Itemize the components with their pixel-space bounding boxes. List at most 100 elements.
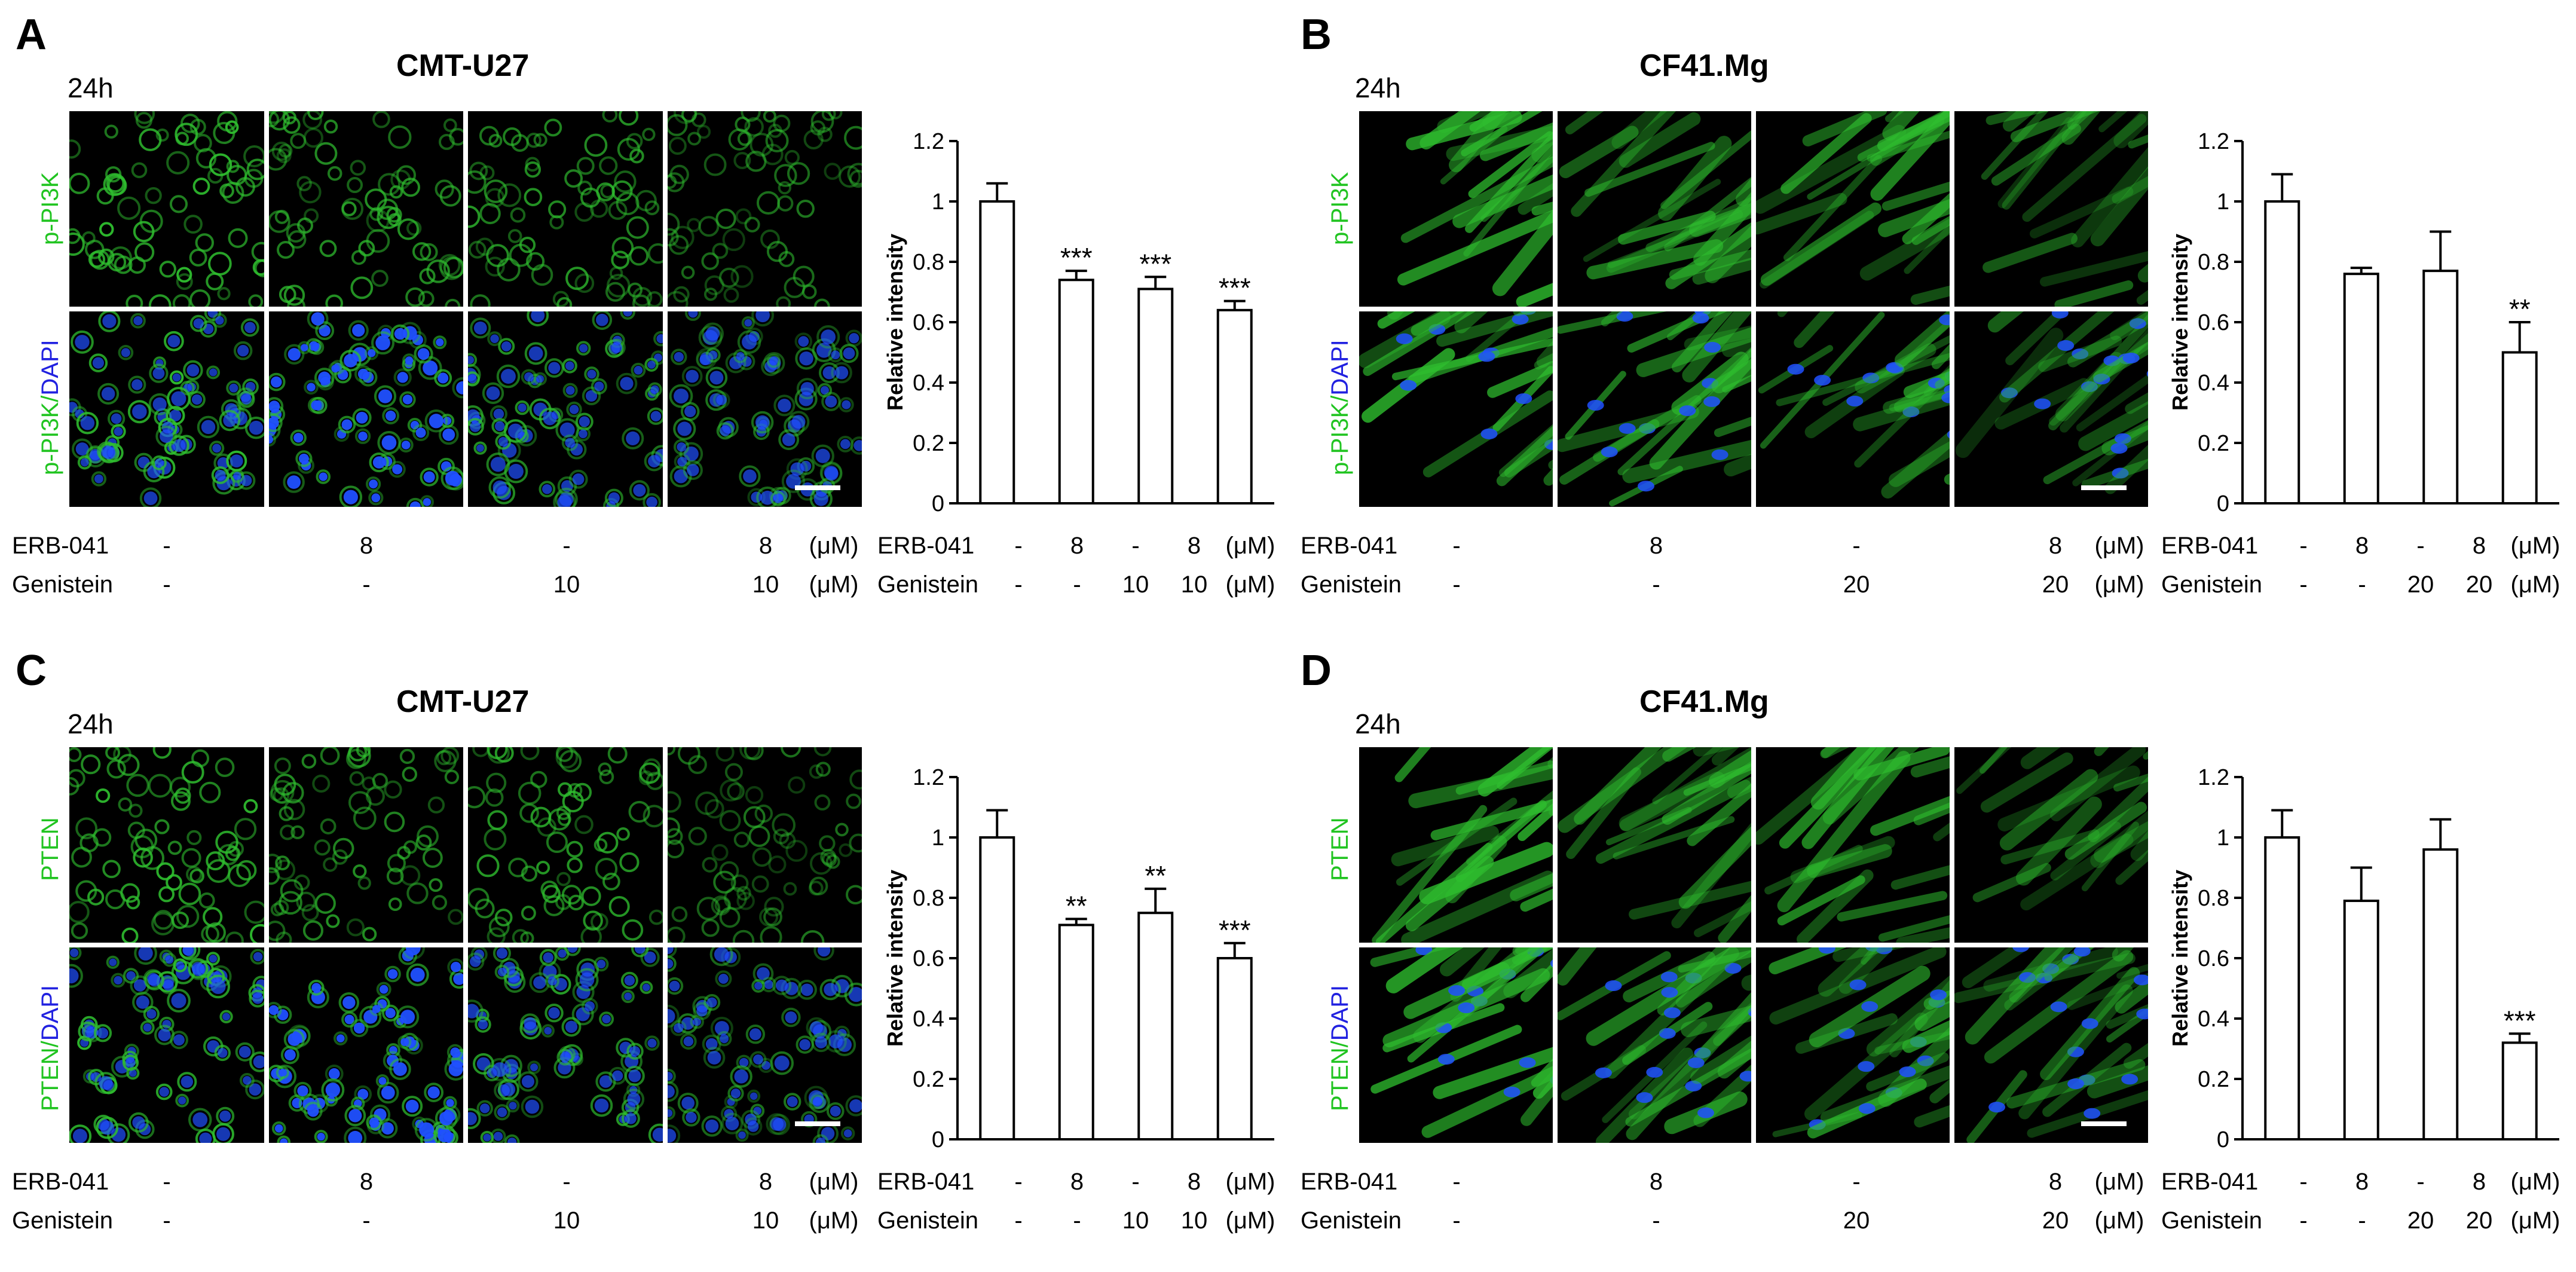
dose-value: 8 <box>758 533 773 559</box>
dose-value: 8 <box>2472 533 2486 559</box>
scale-bar <box>2081 485 2127 490</box>
micrograph-signal <box>1756 111 1950 307</box>
stain-label: p-PI3K <box>1327 172 1353 245</box>
dapi-label: DAPI <box>1327 339 1353 396</box>
treatment-name: ERB-041 <box>12 1169 109 1195</box>
bar <box>1058 924 1094 1140</box>
panel-a: A CMT-U27 24h p-PI3K p-PI3K/DAPI ERB-041-8-8(… <box>0 0 1288 636</box>
scale-bar <box>795 1121 840 1126</box>
dose-value: 8 <box>2048 1169 2063 1195</box>
dose-value: - <box>1073 1207 1081 1234</box>
dose-value: - <box>2416 533 2425 559</box>
micrograph-merge <box>468 311 663 507</box>
y-tick-label: 1.2 <box>913 129 944 154</box>
treatment-row-genistein: Genistein - - 20 20 (μM) Genistein - - 20 20 (μM) <box>1288 1209 2576 1239</box>
row-label-merge: p-PI3K/DAPI <box>37 340 63 475</box>
micrograph-merge <box>1954 311 2148 507</box>
dose-value: - <box>362 571 371 598</box>
dose-value: 10 <box>553 571 580 598</box>
dose-value: - <box>2299 533 2308 559</box>
treatment-row-erb: ERB-041 - 8 - 8 (μM) ERB-041 - 8 - 8 (μM) <box>1288 534 2576 564</box>
dose-value: 8 <box>1187 1169 1201 1195</box>
y-tick-label: 1 <box>2217 189 2229 215</box>
row-label-signal: PTEN <box>37 817 63 881</box>
micrograph-signal <box>1359 747 1553 943</box>
micrograph-signal <box>468 111 663 307</box>
dose-value: - <box>1014 1207 1023 1234</box>
dapi-label: DAPI <box>37 984 63 1041</box>
stain-label: PTEN <box>37 817 63 881</box>
micrograph-grid <box>1359 111 2148 507</box>
time-label: 24h <box>68 72 114 103</box>
y-tick-label: 1.2 <box>2198 129 2229 154</box>
time-label: 24h <box>68 708 114 739</box>
unit-label: (μM) <box>2094 571 2144 598</box>
micrograph-grid <box>69 111 862 507</box>
micrograph-merge <box>69 947 264 1143</box>
micrograph-signal <box>1954 747 2148 943</box>
micrograph-signal <box>1359 111 1553 307</box>
treatment-name: ERB-041 <box>1301 533 1398 559</box>
dose-value: 20 <box>2407 1207 2434 1234</box>
unit-label: (μM) <box>809 571 859 598</box>
treatment-row-erb: ERB-041 - 8 - 8 (μM) ERB-041 - 8 - 8 (μM) <box>1288 1170 2576 1200</box>
stain-label: PTEN <box>1327 817 1353 881</box>
y-tick-label: 0 <box>932 1127 944 1152</box>
treatment-name: ERB-041 <box>2161 1169 2259 1195</box>
dose-value: - <box>1652 571 1660 598</box>
unit-label: (μM) <box>809 533 859 559</box>
dapi-label: DAPI <box>1327 984 1353 1041</box>
dose-value: 8 <box>1070 1169 1084 1195</box>
dose-value: - <box>2416 1169 2425 1195</box>
treatment-name: ERB-041 <box>2161 533 2259 559</box>
panel-d: D CF41.Mg 24h PTEN PTEN/DAPI ERB-041-8-8 (μM) E… <box>1288 636 2576 1272</box>
significance-marker: ** <box>2509 293 2531 325</box>
dose-value: 8 <box>2355 1169 2369 1195</box>
dose-value: 8 <box>2355 533 2369 559</box>
bar <box>2343 273 2379 504</box>
y-axis-label: Relative intensity <box>2168 234 2192 411</box>
dose-value: - <box>1652 1207 1660 1234</box>
micrograph-merge <box>1558 947 1751 1143</box>
micrograph-signal <box>1558 747 1751 943</box>
unit-label: (μM) <box>2510 571 2560 598</box>
dose-value: 20 <box>2407 571 2434 598</box>
dose-value: 20 <box>2042 571 2069 598</box>
micrograph-merge <box>1359 947 1553 1143</box>
micrograph-grid <box>69 747 862 1143</box>
unit-label: (μM) <box>2510 1169 2560 1195</box>
stain-separator: / <box>37 395 63 402</box>
micrograph-merge <box>1954 947 2148 1143</box>
dose-value: - <box>1014 1169 1023 1195</box>
dose-value: - <box>362 1207 371 1234</box>
dose-value: 10 <box>752 1207 779 1234</box>
y-tick-label: 0 <box>2217 491 2229 516</box>
treatment-name: Genistein <box>12 571 113 598</box>
y-tick-label: 0.2 <box>2198 431 2229 456</box>
treatment-name: ERB-041 <box>877 1169 975 1195</box>
micrograph-merge <box>1359 311 1553 507</box>
significance-marker: ** <box>1145 860 1166 891</box>
stain-separator: / <box>1327 1040 1353 1047</box>
dose-value: - <box>2299 571 2308 598</box>
y-tick-label: 0.4 <box>913 1007 944 1032</box>
treatment-name: Genistein <box>1301 1207 1402 1234</box>
dose-value: - <box>1452 1169 1461 1195</box>
y-tick-label: 1 <box>932 189 944 215</box>
unit-label: (μM) <box>2094 1207 2144 1234</box>
bar-chart: Relative intensity 0 0.2 0.4 0.6 0.8 1 1.2 *** <box>2168 765 2559 1152</box>
micrograph-merge <box>667 947 862 1143</box>
treatment-row-erb: ERB-041 - 8 - 8 (μM) ERB-041 - 8 - 8 (μM) <box>0 1170 1288 1200</box>
dose-value: - <box>1452 1207 1461 1234</box>
dose-value: 10 <box>752 571 779 598</box>
unit-label: (μM) <box>1225 1207 1275 1234</box>
y-tick-label: 0.4 <box>2198 371 2229 396</box>
dose-value: 8 <box>359 533 374 559</box>
bar <box>2422 848 2459 1140</box>
dose-value: 20 <box>2465 571 2493 598</box>
dose-value: 20 <box>1843 571 1870 598</box>
bar <box>1216 308 1253 504</box>
row-label-signal: PTEN <box>1327 817 1353 881</box>
dose-value: - <box>1014 571 1023 598</box>
stain-label: PTEN <box>37 1047 63 1111</box>
